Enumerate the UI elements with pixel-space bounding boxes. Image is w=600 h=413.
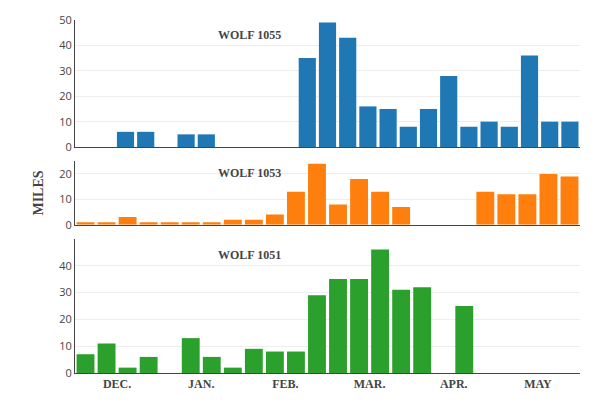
svg-text:MAR.: MAR. <box>354 377 386 391</box>
svg-text:0: 0 <box>66 139 72 154</box>
svg-text:WOLF 1053: WOLF 1053 <box>218 166 281 180</box>
svg-text:MILES: MILES <box>31 170 46 215</box>
svg-text:50: 50 <box>59 12 72 27</box>
svg-text:10: 10 <box>59 191 72 206</box>
svg-text:0: 0 <box>66 217 72 232</box>
svg-text:30: 30 <box>59 63 72 78</box>
svg-text:40: 40 <box>59 37 72 52</box>
svg-text:WOLF 1055: WOLF 1055 <box>218 28 281 42</box>
svg-text:20: 20 <box>59 88 72 103</box>
svg-text:JAN.: JAN. <box>188 377 214 391</box>
svg-text:20: 20 <box>59 166 72 181</box>
svg-text:10: 10 <box>59 338 72 353</box>
svg-text:20: 20 <box>59 311 72 326</box>
svg-text:DEC.: DEC. <box>103 377 131 391</box>
svg-text:FEB.: FEB. <box>272 377 298 391</box>
svg-text:WOLF 1051: WOLF 1051 <box>218 248 281 262</box>
svg-text:10: 10 <box>59 114 72 129</box>
svg-text:APR.: APR. <box>440 377 468 391</box>
svg-text:MAY: MAY <box>524 377 552 391</box>
svg-text:0: 0 <box>66 365 72 380</box>
svg-text:30: 30 <box>59 284 72 299</box>
svg-text:40: 40 <box>59 258 72 273</box>
